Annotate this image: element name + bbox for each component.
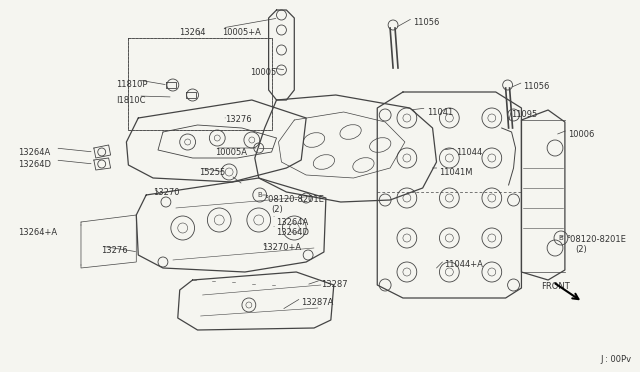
Text: 11810P: 11810P [116,80,148,89]
Text: 13264A: 13264A [18,148,50,157]
Text: 13270+A: 13270+A [262,243,301,252]
Text: J : 00Pv: J : 00Pv [600,355,632,364]
Text: 13276: 13276 [100,246,127,255]
Text: 11044+A: 11044+A [444,260,483,269]
Text: 11041: 11041 [427,108,453,117]
Text: 11095: 11095 [511,110,538,119]
Text: 15255: 15255 [200,168,226,177]
Text: 10005: 10005 [250,68,276,77]
Text: 11056: 11056 [524,82,550,91]
Text: 13276: 13276 [225,115,252,124]
Text: 10006: 10006 [568,130,594,139]
Text: 13264: 13264 [179,28,206,37]
Text: B: B [257,192,262,198]
Text: 13287A: 13287A [301,298,333,307]
Text: (2): (2) [575,245,586,254]
Text: 10005+A: 10005+A [222,28,261,37]
Text: FRONT: FRONT [541,282,570,291]
Text: 11056: 11056 [413,18,439,27]
Text: 13264D: 13264D [18,160,51,169]
Text: 13270: 13270 [153,188,180,197]
Text: 13264A: 13264A [276,218,308,227]
Text: 10005A: 10005A [215,148,247,157]
Text: °08120-8201E: °08120-8201E [265,195,324,204]
Text: 13287: 13287 [321,280,348,289]
Text: 13264+A: 13264+A [18,228,57,237]
Text: 11041M: 11041M [440,168,473,177]
Text: 13264D: 13264D [276,228,310,237]
Text: 11044: 11044 [456,148,483,157]
Text: B: B [559,235,563,241]
Text: (2): (2) [271,205,284,214]
Text: °08120-8201E: °08120-8201E [566,235,626,244]
Text: I1810C: I1810C [116,96,146,105]
